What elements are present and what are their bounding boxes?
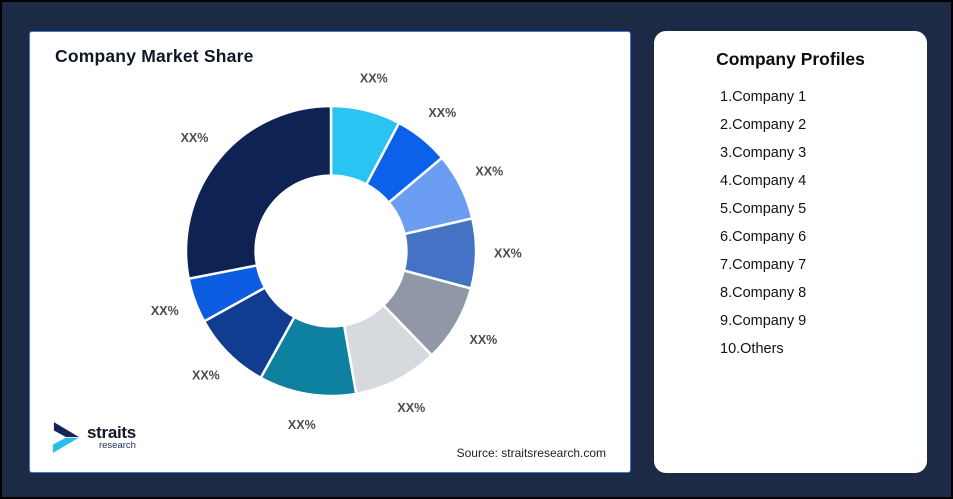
donut-slice-label: XX% <box>475 164 503 178</box>
donut-slice-label: XX% <box>428 106 456 120</box>
profile-item: 5.Company 5 <box>720 201 807 217</box>
logo-chevron-icon <box>52 422 80 453</box>
profile-item: 4.Company 4 <box>720 173 807 189</box>
logo-text: straits research <box>87 424 136 451</box>
logo-brand: straits <box>87 423 136 443</box>
profile-item: 9.Company 9 <box>720 313 807 329</box>
donut-slice-label: XX% <box>288 418 316 432</box>
logo-brand-sub: research <box>98 440 136 452</box>
source-note: Source: straitsresearch.com <box>456 446 606 460</box>
donut-slice <box>184 104 333 281</box>
donut-slice-label: XX% <box>494 246 522 260</box>
company-profiles-card: Company Profiles 1.Company 1 2.Company 2 3… <box>654 31 927 473</box>
donut-slice-label: XX% <box>151 304 179 318</box>
donut-slice-label: XX% <box>397 401 425 415</box>
logo-chevron-top <box>53 422 80 438</box>
profile-item: 8.Company 8 <box>720 285 807 301</box>
profile-item: 2.Company 2 <box>720 117 807 133</box>
donut-slice-label: XX% <box>192 368 220 382</box>
profile-item: 10.Others <box>720 341 784 357</box>
chart-title: Company Market Share <box>55 46 254 66</box>
profile-item: 3.Company 3 <box>720 145 807 161</box>
logo-chevron-bottom <box>52 438 79 453</box>
donut-chart: XX% XX% XX% XX% XX% XX% XX% XX% XX% XX% <box>151 72 522 432</box>
profiles-title: Company Profiles <box>716 49 865 69</box>
donut-slice-label: XX% <box>181 131 209 145</box>
donut-slice-label: XX% <box>470 333 498 347</box>
profiles-list: 1.Company 1 2.Company 2 3.Company 3 4.Compa… <box>720 83 927 363</box>
profile-item: 7.Company 7 <box>720 257 807 273</box>
profile-item: 1.Company 1 <box>720 89 807 105</box>
straits-research-logo: straits research <box>52 420 136 456</box>
market-share-card: Company Market Share XX% XX% XX% XX% XX% XX% X… <box>29 31 631 473</box>
donut-slice-label: XX% <box>360 72 388 86</box>
profile-item: 6.Company 6 <box>720 229 807 245</box>
